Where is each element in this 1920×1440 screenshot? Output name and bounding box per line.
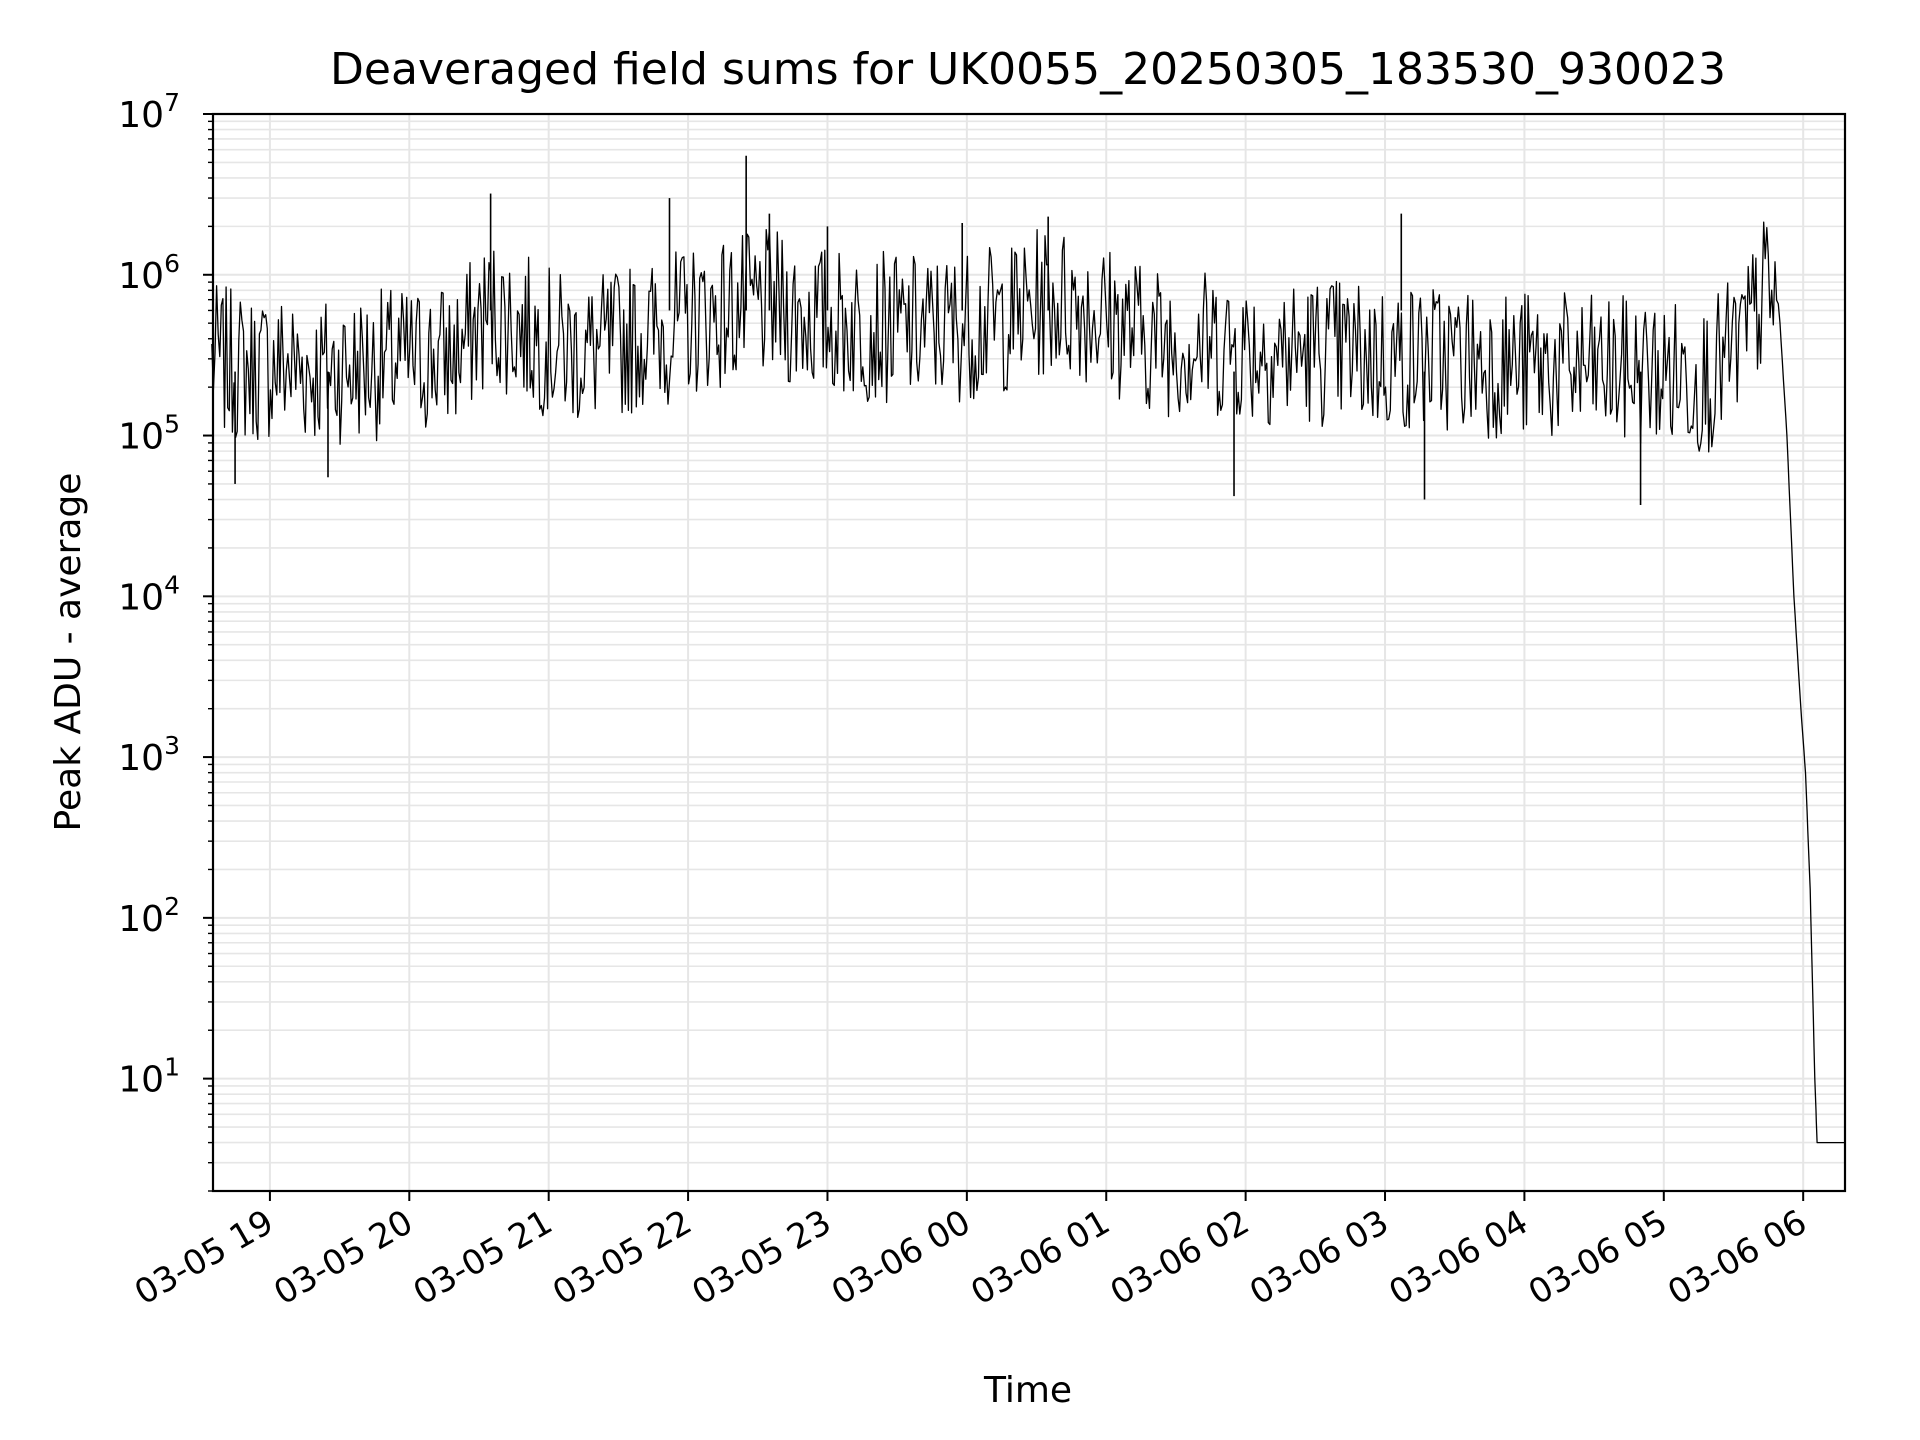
plot-frame — [211, 112, 1847, 1193]
plot-area — [211, 112, 1847, 1193]
y-tick-label: 105 — [118, 410, 180, 458]
data-series — [211, 155, 1845, 1144]
y-tick-label: 103 — [118, 731, 180, 779]
y-tick-label: 102 — [118, 892, 180, 940]
y-axis-label: Peak ADU - average — [48, 473, 89, 832]
y-tick-label: 107 — [118, 88, 180, 136]
chart-title: Deaveraged field sums for UK0055_2025030… — [330, 44, 1726, 95]
grid-lines — [213, 113, 1845, 1192]
y-tick-label: 104 — [118, 570, 180, 618]
series-line — [211, 221, 1845, 1144]
y-axis: 101 102 103 104 105 106 107 — [118, 88, 213, 1192]
y-tick-label: 101 — [118, 1053, 180, 1101]
x-axis-label: Time — [983, 1370, 1072, 1411]
y-tick-label: 106 — [118, 249, 180, 297]
